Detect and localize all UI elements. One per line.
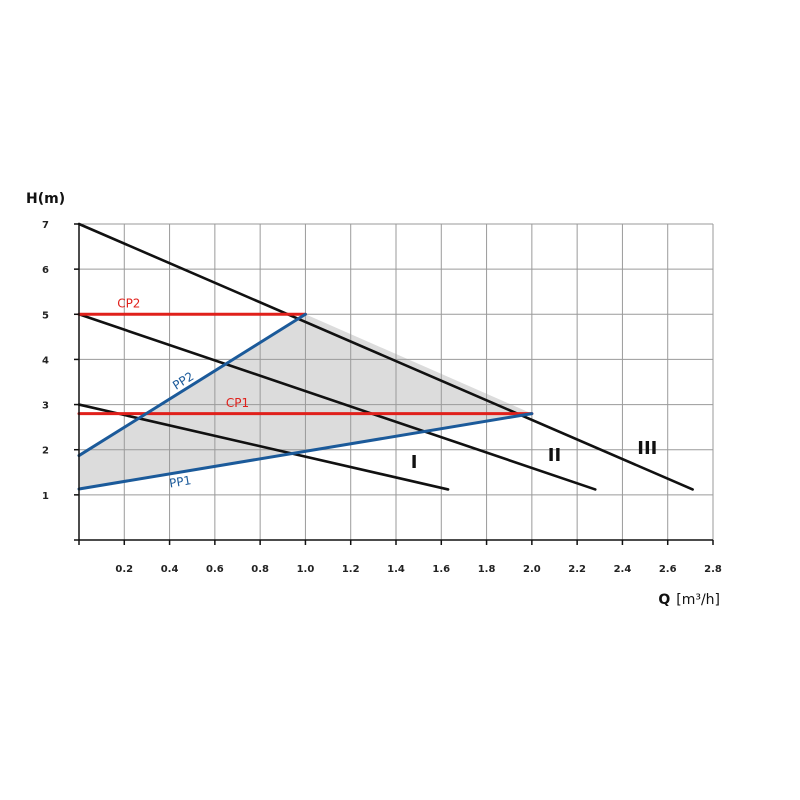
x-tick-label: 2.4 <box>614 564 632 575</box>
x-tick-label: 2.6 <box>659 564 677 575</box>
series-line-pp2 <box>77 312 307 458</box>
series-line-pp1 <box>77 412 534 491</box>
x-tick-label: 2.0 <box>523 564 541 575</box>
series-label-cp1: CP1 <box>226 396 249 410</box>
y-tick-label: 2 <box>42 446 49 457</box>
y-tick-label: 7 <box>42 220 49 231</box>
tick-label-layer: 0.2 0.4 0.6 0.8 1.0 1.2 1.4 1.6 1.8 2.0 2.2 2.4 2.6 2… <box>42 220 722 575</box>
x-axis-title: Q <box>658 592 670 608</box>
y-tick-label: 1 <box>42 491 49 502</box>
series-label-pp1: PP1 <box>168 473 192 490</box>
series-line-ii <box>77 312 597 491</box>
series-label-iii: III <box>637 438 657 459</box>
y-tick-label: 5 <box>42 310 49 321</box>
x-tick-label: 1.4 <box>387 564 405 575</box>
axis-layer <box>74 223 714 545</box>
x-tick-label: 2.2 <box>568 564 586 575</box>
x-axis-title-group: Q [m³/h] <box>658 591 720 608</box>
x-tick-label: 0.6 <box>206 564 224 575</box>
x-tick-label: 0.2 <box>115 564 133 575</box>
series-label-i: I <box>411 452 418 473</box>
x-tick-label: 0.8 <box>251 564 269 575</box>
y-tick-label: 4 <box>42 355 49 366</box>
x-tick-label: 1.8 <box>478 564 496 575</box>
y-tick-label: 6 <box>42 265 49 276</box>
y-tick-label: 3 <box>42 401 49 412</box>
x-axis-unit: [m³/h] <box>676 592 720 608</box>
series-line-iii <box>77 222 694 491</box>
x-tick-label: 1.6 <box>432 564 450 575</box>
series-label-cp2: CP2 <box>117 297 140 311</box>
series-layer <box>77 222 694 491</box>
x-tick-label: 2.8 <box>704 564 722 575</box>
series-label-ii: II <box>548 445 561 466</box>
y-axis-title: H(m) <box>26 191 65 207</box>
x-tick-label: 0.4 <box>161 564 179 575</box>
x-tick-label: 1.0 <box>297 564 315 575</box>
x-tick-label: 1.2 <box>342 564 360 575</box>
